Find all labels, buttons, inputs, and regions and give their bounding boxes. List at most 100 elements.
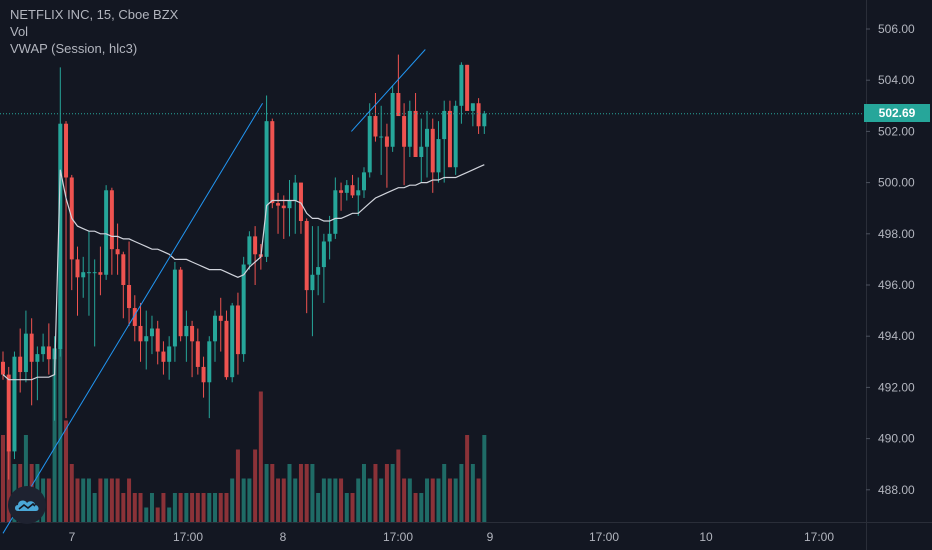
candle-body[interactable] [98, 272, 103, 275]
candle-body[interactable] [58, 123, 63, 349]
candle-body[interactable] [155, 328, 160, 352]
candle-body[interactable] [293, 182, 298, 201]
candle-body[interactable] [161, 351, 166, 362]
candle-body[interactable] [264, 121, 269, 257]
candle-body[interactable] [321, 241, 326, 268]
candle-body[interactable] [459, 64, 464, 106]
candle-body[interactable] [213, 315, 218, 342]
time-axis-label: 10 [699, 530, 713, 544]
candle-body[interactable] [144, 336, 149, 342]
candle-body[interactable] [138, 325, 143, 342]
candle-body[interactable] [276, 203, 281, 206]
candle-body[interactable] [356, 190, 361, 196]
candle-body[interactable] [195, 341, 200, 367]
time-axis-label: 17:00 [383, 530, 413, 544]
candle-body[interactable] [6, 374, 11, 452]
candle-body[interactable] [442, 110, 447, 140]
candle-body[interactable] [316, 267, 321, 275]
candle-body[interactable] [23, 333, 28, 373]
candle-body[interactable] [465, 64, 470, 111]
candle-body[interactable] [425, 128, 430, 147]
candle-body[interactable] [41, 346, 46, 355]
candle-body[interactable] [430, 128, 435, 173]
candle-body[interactable] [344, 185, 349, 193]
candle-body[interactable] [149, 328, 154, 337]
candle-body[interactable] [201, 366, 206, 383]
time-axis-label: 17:00 [804, 530, 834, 544]
candle-body[interactable] [373, 116, 378, 137]
candle-body[interactable] [167, 346, 172, 362]
candle-body[interactable] [327, 233, 332, 242]
volume-bar [350, 493, 355, 522]
volume-bar [339, 478, 344, 522]
candle-body[interactable] [35, 354, 40, 362]
candle-body[interactable] [115, 249, 120, 255]
vwap-line[interactable] [2, 164, 485, 381]
vwap-legend[interactable]: VWAP (Session, hlc3) [10, 41, 138, 56]
candle-body[interactable] [218, 315, 223, 321]
candle-body[interactable] [172, 269, 177, 347]
candle-body[interactable] [339, 190, 344, 193]
candle-body[interactable] [407, 110, 412, 147]
candle-body[interactable] [367, 116, 372, 173]
candle-body[interactable] [86, 272, 91, 274]
candle-body[interactable] [333, 190, 338, 234]
candle-body[interactable] [281, 205, 286, 209]
candle-body[interactable] [104, 190, 109, 275]
candle-body[interactable] [476, 103, 481, 127]
candle-body[interactable] [453, 105, 458, 168]
candle-body[interactable] [310, 274, 315, 291]
candle-body[interactable] [75, 259, 80, 278]
candle-body[interactable] [287, 200, 292, 209]
candle-body[interactable] [64, 123, 69, 178]
candle-body[interactable] [402, 116, 407, 147]
candle-body[interactable] [81, 272, 86, 278]
candle-body[interactable] [447, 110, 452, 168]
candle-body[interactable] [270, 121, 275, 204]
candle-body[interactable] [298, 182, 303, 221]
volume-bar [138, 493, 143, 522]
symbol-title[interactable]: NETFLIX INC, 15, Cboe BZX [10, 7, 179, 22]
candle-body[interactable] [132, 308, 137, 326]
candle-body[interactable] [29, 333, 34, 362]
candle-body[interactable] [361, 172, 366, 191]
candle-body[interactable] [207, 341, 212, 383]
candle-body[interactable] [379, 136, 384, 138]
candle-body[interactable] [241, 264, 246, 355]
volume-bar [304, 464, 309, 522]
candle-body[interactable] [184, 325, 189, 337]
candle-body[interactable] [419, 146, 424, 157]
candle-body[interactable] [253, 236, 258, 255]
candle-body[interactable] [121, 254, 126, 285]
candle-body[interactable] [127, 285, 132, 309]
candle-body[interactable] [178, 269, 183, 337]
tradingview-logo-icon[interactable] [8, 486, 46, 524]
candle-body[interactable] [350, 185, 355, 196]
trend-line[interactable] [2, 102, 263, 534]
candle-body[interactable] [384, 136, 389, 147]
candle-body[interactable] [413, 110, 418, 157]
volume-bar [396, 449, 401, 522]
candle-body[interactable] [18, 356, 23, 373]
candle-body[interactable] [235, 305, 240, 355]
candle-body[interactable] [109, 190, 114, 250]
candle-body[interactable] [436, 139, 441, 173]
candle-body[interactable] [396, 93, 401, 117]
candle-body[interactable] [1, 361, 5, 375]
candle-body[interactable] [190, 325, 195, 342]
volume-bar [155, 507, 160, 522]
trend-line[interactable] [351, 49, 426, 132]
candle-body[interactable] [470, 103, 475, 111]
candle-body[interactable] [304, 221, 309, 291]
candle-body[interactable] [12, 356, 17, 452]
candle-body[interactable] [230, 305, 235, 378]
candle-body[interactable] [92, 272, 97, 274]
candle-body[interactable] [224, 320, 229, 378]
volume-legend[interactable]: Vol [10, 24, 29, 39]
candle-body[interactable] [247, 236, 252, 265]
candle-body[interactable] [390, 93, 395, 147]
candle-body[interactable] [46, 346, 51, 360]
candle-body[interactable] [482, 113, 487, 127]
